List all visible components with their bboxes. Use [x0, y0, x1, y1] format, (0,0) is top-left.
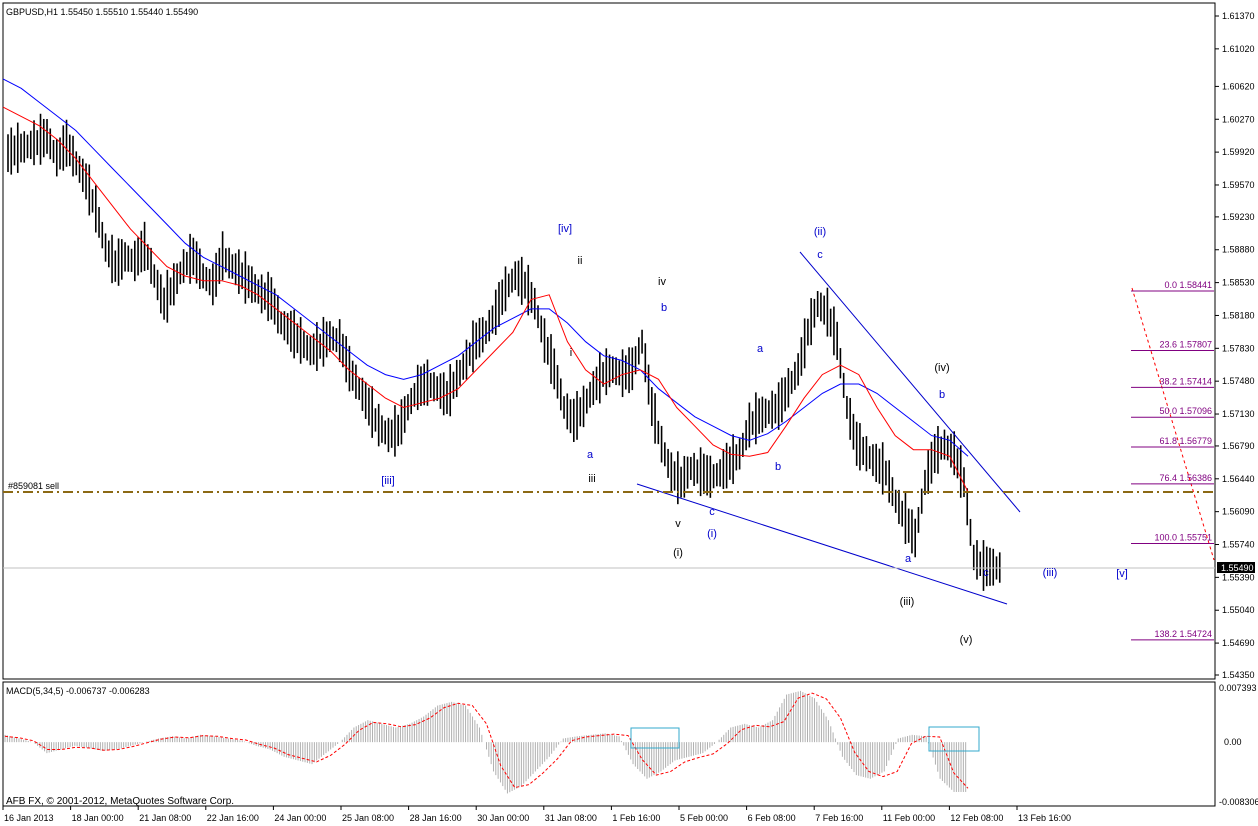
- slow-ma-line: [2, 78, 969, 457]
- y-tick-label: 1.59230: [1222, 212, 1255, 222]
- wave-label: a: [587, 449, 594, 461]
- wave-label: (i): [673, 547, 683, 559]
- y-tick-label: 1.57130: [1222, 409, 1255, 419]
- x-tick-label: 5 Feb 00:00: [680, 813, 728, 823]
- fib-level-label: 0.0 1.58441: [1164, 280, 1212, 290]
- moving-averages: [2, 78, 969, 493]
- y-tick-label: 1.54350: [1222, 670, 1255, 680]
- fast-ma-line: [2, 106, 969, 493]
- wave-label: iii: [588, 473, 595, 485]
- x-tick-label: 1 Feb 16:00: [612, 813, 660, 823]
- wave-label: (i): [707, 528, 717, 540]
- y-tick-label: 1.61020: [1222, 44, 1255, 54]
- x-tick-label: 30 Jan 00:00: [477, 813, 529, 823]
- fib-level-label: 138.2 1.54724: [1154, 629, 1212, 639]
- fib-level-label: 76.4 1.56386: [1159, 473, 1212, 483]
- wave-label: iv: [658, 276, 666, 288]
- macd-title: MACD(5,34,5) -0.006737 -0.006283: [6, 686, 150, 696]
- y-tick-label: 1.56090: [1222, 507, 1255, 517]
- x-tick-label: 25 Jan 08:00: [342, 813, 394, 823]
- x-tick-label: 7 Feb 16:00: [815, 813, 863, 823]
- wave-label: c: [817, 249, 823, 261]
- price-bars: [7, 113, 1001, 591]
- last-price-label: 1.55490: [1221, 563, 1254, 573]
- fib-trend-line[interactable]: [1131, 287, 1215, 561]
- last-price-badge: [1217, 562, 1255, 573]
- upper-channel-line[interactable]: [799, 251, 1021, 513]
- wave-label: c: [983, 567, 989, 579]
- x-tick-label: 11 Feb 00:00: [883, 813, 935, 823]
- x-tick-label: 21 Jan 08:00: [139, 813, 191, 823]
- main-panel-frame: [2, 2, 1216, 680]
- y-tick-label: 1.55040: [1222, 605, 1255, 615]
- wave-label: [iii]: [381, 475, 394, 487]
- time-axis: 16 Jan 2013 18 Jan 00:00 21 Jan 08:00 22 Ja…: [2, 806, 1071, 823]
- y-tick-label: 1.59920: [1222, 147, 1255, 157]
- x-tick-label: 28 Jan 16:00: [410, 813, 462, 823]
- fib-level-label: 38.2 1.57414: [1159, 376, 1212, 386]
- lower-channel-line[interactable]: [636, 483, 1008, 605]
- fib-level-label: 61.8 1.56779: [1159, 436, 1212, 446]
- y-tick-label: 1.58880: [1222, 245, 1255, 255]
- y-tick-label: 1.58530: [1222, 278, 1255, 288]
- x-tick-label: 31 Jan 08:00: [545, 813, 597, 823]
- wave-label: (iv): [934, 362, 949, 374]
- macd-highlight-box-2: [928, 726, 980, 752]
- wave-label: ii: [578, 255, 583, 267]
- y-tick-label: 1.57480: [1222, 376, 1255, 386]
- macd-axis-top: 0.007393: [1219, 683, 1257, 693]
- symbol-header: GBPUSD,H1 1.55450 1.55510 1.55440 1.5549…: [6, 7, 198, 17]
- wave-label: i: [570, 347, 572, 359]
- wave-label: a: [757, 343, 764, 355]
- y-tick-label: 1.57830: [1222, 343, 1255, 353]
- y-tick-label: 1.56790: [1222, 441, 1255, 451]
- wave-label: v: [675, 518, 681, 530]
- wave-label: [iv]: [558, 223, 572, 235]
- macd-axis-bottom: -0.008306: [1219, 797, 1258, 807]
- wave-label: (iii): [1043, 567, 1058, 579]
- order-line-group: #859081 sell: [3, 481, 1215, 493]
- copyright-text: AFB FX, © 2001-2012, MetaQuotes Software…: [6, 796, 234, 807]
- wave-label: b: [775, 461, 781, 473]
- x-tick-label: 13 Feb 16:00: [1018, 813, 1071, 823]
- y-tick-label: 1.59570: [1222, 180, 1255, 190]
- wave-label: b: [939, 389, 945, 401]
- x-tick-label: 6 Feb 08:00: [748, 813, 796, 823]
- fib-level-label: 100.0 1.55751: [1154, 532, 1212, 542]
- x-tick-label: 18 Jan 00:00: [72, 813, 124, 823]
- price-axis: 1.61370 1.61020 1.60620 1.60270 1.59920 1.595…: [1215, 11, 1255, 680]
- macd-panel-frame: [2, 681, 1216, 807]
- wave-label: a: [905, 553, 912, 565]
- y-tick-label: 1.60620: [1222, 81, 1255, 91]
- y-tick-label: 1.60270: [1222, 114, 1255, 124]
- wave-label: (v): [960, 634, 973, 646]
- x-tick-label: 12 Feb 08:00: [950, 813, 1003, 823]
- y-tick-label: 1.55390: [1222, 572, 1255, 582]
- macd-signal-line: [4, 692, 969, 789]
- fib-level-label: 23.6 1.57807: [1159, 339, 1212, 349]
- y-tick-label: 1.56440: [1222, 474, 1255, 484]
- x-tick-label: 24 Jan 00:00: [274, 813, 326, 823]
- y-tick-label: 1.55740: [1222, 540, 1255, 550]
- x-tick-label: 22 Jan 16:00: [207, 813, 259, 823]
- y-tick-label: 1.61370: [1222, 11, 1255, 21]
- trend-lines: [636, 251, 1215, 605]
- wave-label: [v]: [1116, 568, 1128, 580]
- wave-label: b: [661, 302, 667, 314]
- macd-axis-zero: 0.00: [1224, 737, 1242, 747]
- macd-indicator: [4, 690, 969, 794]
- macd-highlight-box-1: [630, 727, 680, 749]
- fib-level-label: 50.0 1.57096: [1159, 406, 1212, 416]
- wave-label: (iii): [900, 596, 915, 608]
- order-label: #859081 sell: [8, 481, 59, 491]
- y-tick-label: 1.54690: [1222, 638, 1255, 648]
- x-tick-label: 16 Jan 2013: [4, 813, 54, 823]
- wave-label: c: [709, 506, 715, 518]
- wave-label: (ii): [814, 226, 826, 238]
- fibonacci-levels: 0.0 1.58441 23.6 1.57807 38.2 1.57414 50.0 …: [1131, 280, 1214, 641]
- y-tick-label: 1.58180: [1222, 310, 1255, 320]
- wave-labels: [iv] ii iv b i (ii) c a (iv) b a iii b [iii] v c (i) (i) a…: [381, 223, 1128, 646]
